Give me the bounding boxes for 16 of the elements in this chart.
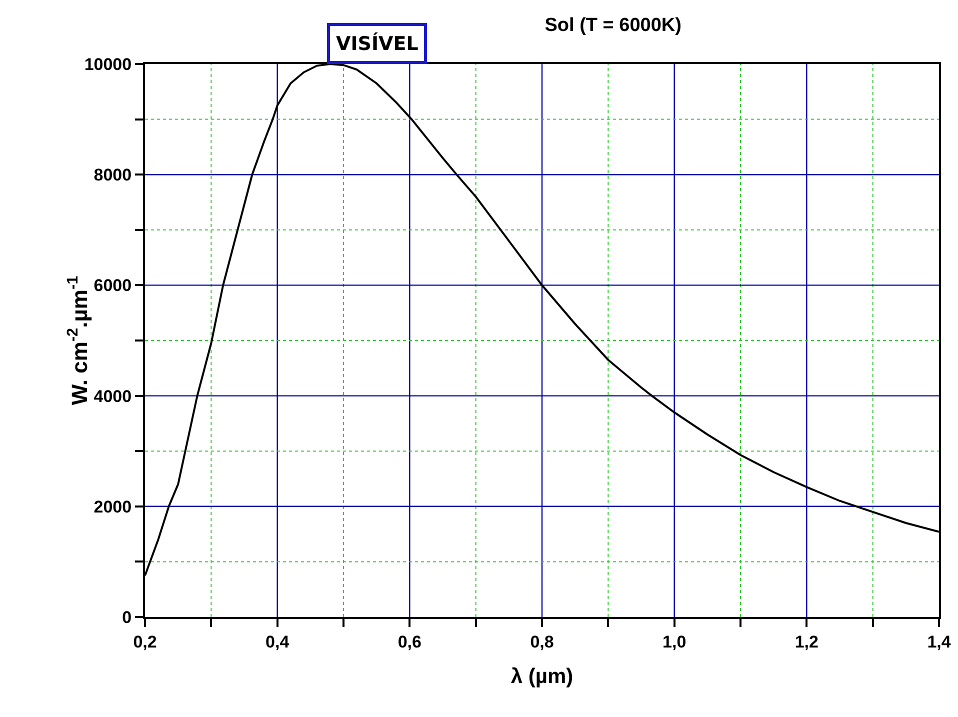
x-tick-label: 0,8: [530, 632, 554, 652]
x-axis-title: λ (µm): [510, 665, 574, 688]
x-tick-label: 1,2: [794, 632, 818, 652]
y-tick-label: 4000: [94, 386, 132, 406]
chart-title: Sol (T = 6000K): [544, 15, 682, 36]
x-tick-label: 1,0: [662, 632, 686, 652]
y-tick-label: 6000: [94, 276, 132, 296]
y-tick-label: 8000: [94, 166, 132, 185]
text: VISÍVEL: [336, 32, 418, 55]
x-tick-label: 0,6: [398, 632, 422, 652]
x-tick-label: 0,2: [133, 632, 157, 652]
x-tick-label: 0,4: [266, 632, 290, 652]
y-tick-label: 10000: [84, 54, 132, 74]
x-tick-label: 1,4: [927, 632, 952, 652]
y-tick-label: 2000: [94, 497, 132, 516]
y-tick-label: 0: [122, 608, 132, 627]
